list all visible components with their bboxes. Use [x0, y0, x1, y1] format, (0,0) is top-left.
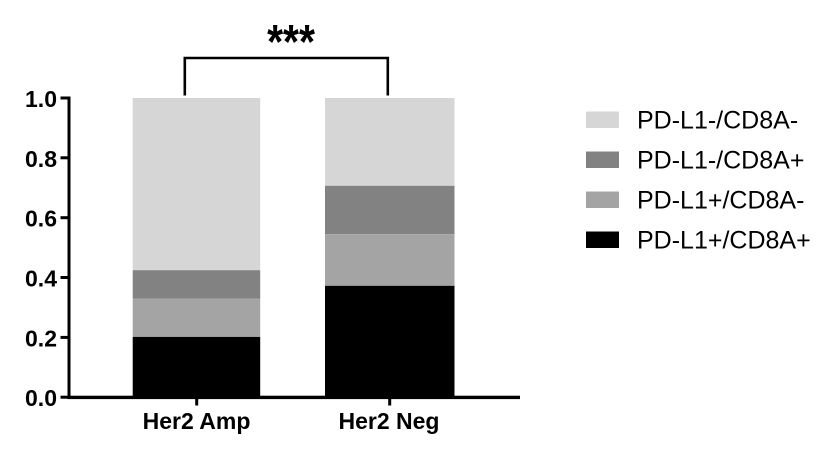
svg-text:0.2: 0.2 — [25, 325, 57, 351]
svg-text:Her2 Neg: Her2 Neg — [339, 408, 440, 434]
svg-text:0.4: 0.4 — [25, 266, 57, 292]
svg-text:0.0: 0.0 — [25, 385, 57, 411]
svg-text:0.6: 0.6 — [25, 206, 57, 232]
svg-text:Her2 Amp: Her2 Amp — [143, 408, 251, 434]
svg-text:1.0: 1.0 — [25, 86, 57, 112]
svg-text:PD-L1-/CD8A-: PD-L1-/CD8A- — [637, 106, 798, 134]
svg-text:0.8: 0.8 — [25, 146, 57, 172]
svg-text:PD-L1+/CD8A-: PD-L1+/CD8A- — [637, 186, 804, 214]
svg-text:***: *** — [267, 14, 315, 69]
svg-text:PD-L1+/CD8A+: PD-L1+/CD8A+ — [637, 226, 811, 254]
svg-text:PD-L1-/CD8A+: PD-L1-/CD8A+ — [637, 146, 804, 174]
